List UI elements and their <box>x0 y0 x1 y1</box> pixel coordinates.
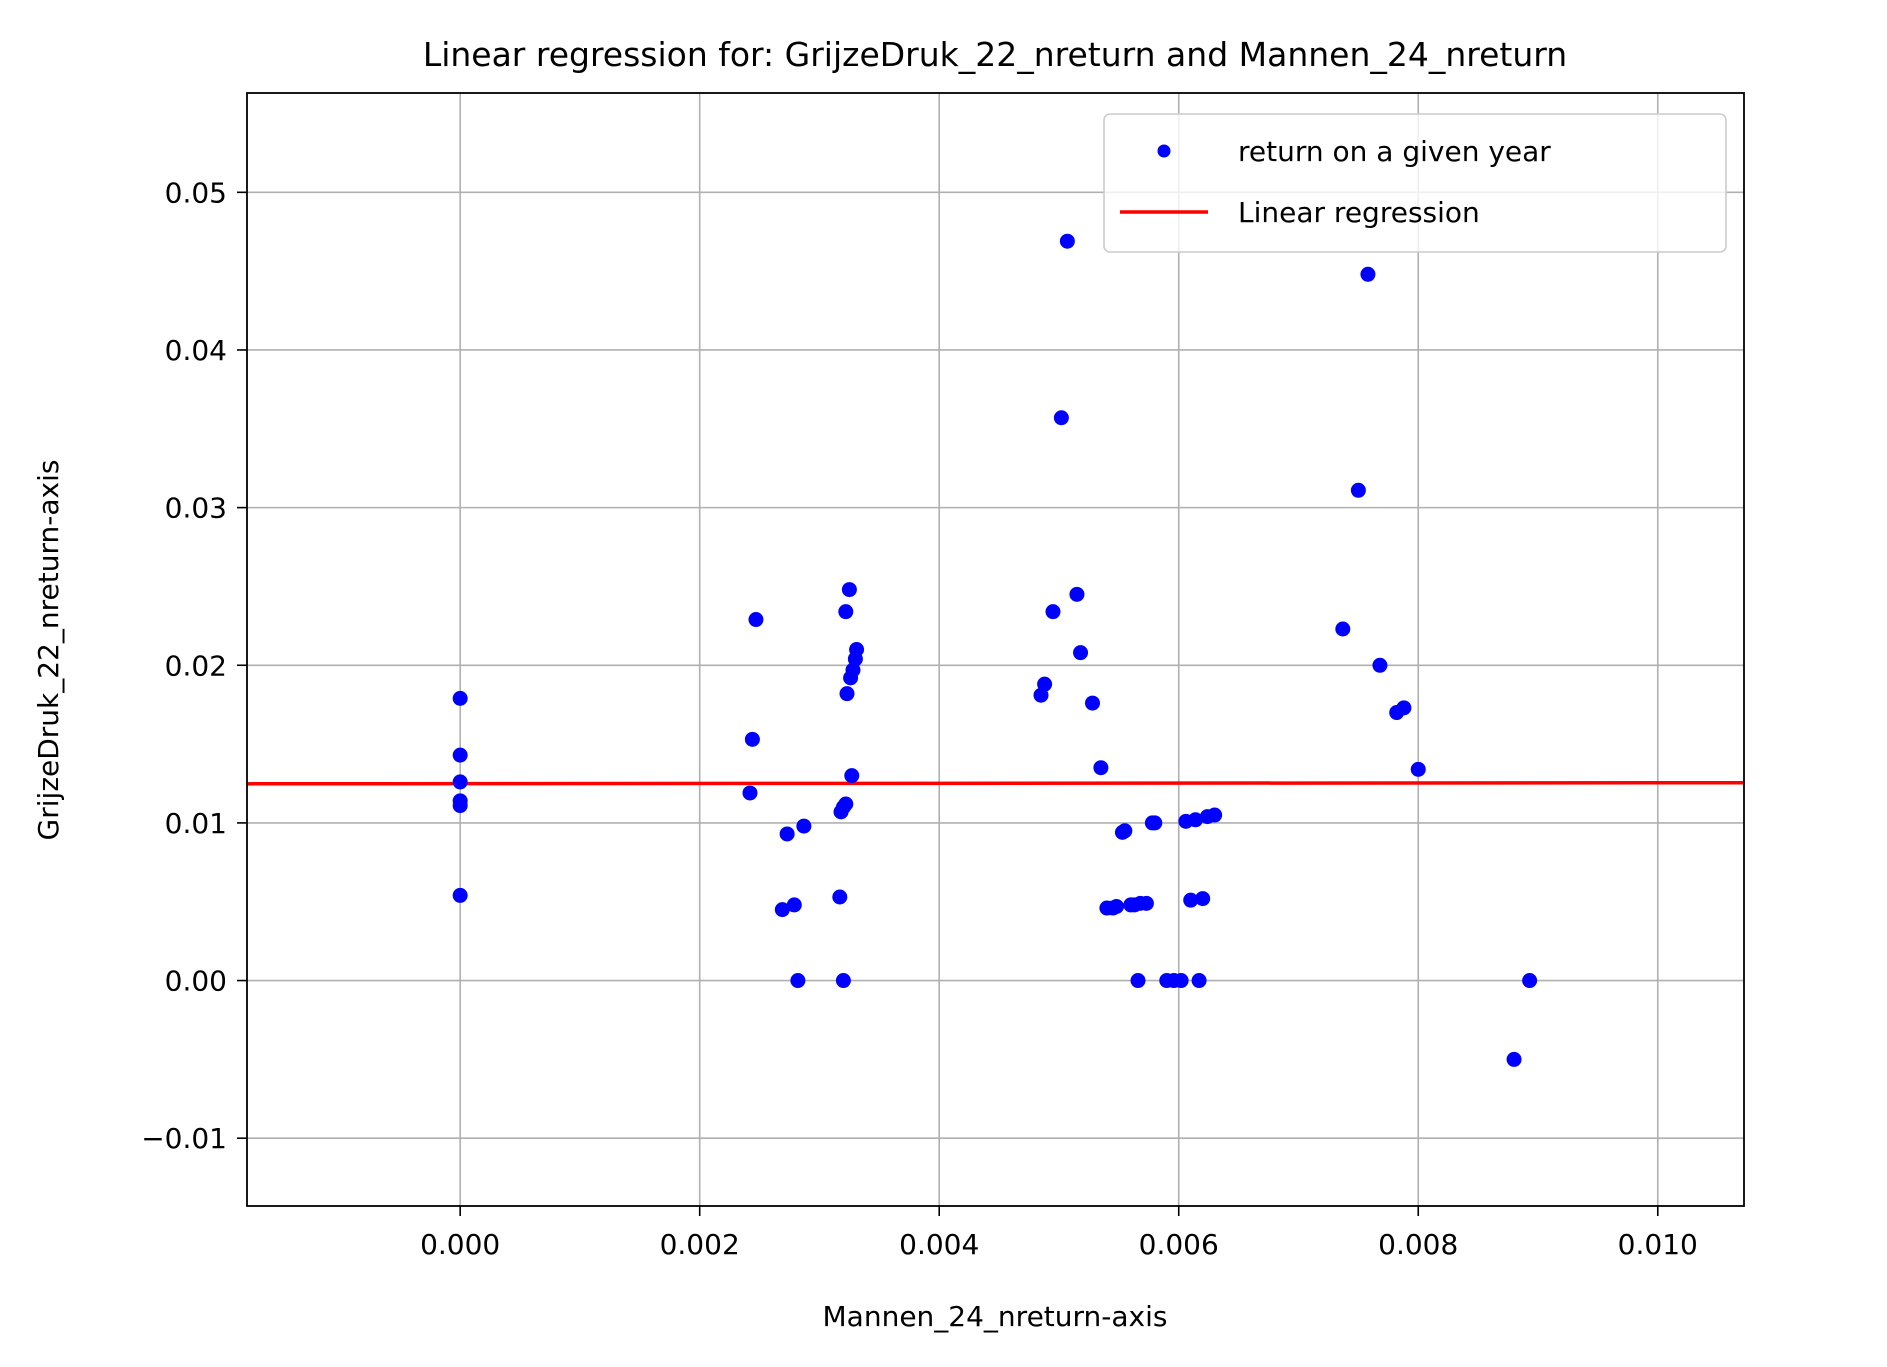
data-point <box>1396 700 1412 716</box>
grid <box>247 93 1744 1206</box>
data-point <box>1372 657 1388 673</box>
data-point <box>849 642 865 657</box>
data-point <box>1138 895 1154 911</box>
legend-label-points: return on a given year <box>1238 135 1551 168</box>
data-point <box>1335 621 1351 637</box>
plot-frame <box>246 92 1745 1207</box>
data-point <box>786 897 802 913</box>
data-point <box>1506 1051 1522 1067</box>
data-point <box>1187 812 1203 828</box>
x-tick-label: 0.006 <box>1139 1228 1219 1261</box>
y-tick-label: −0.01 <box>141 1122 227 1155</box>
data-point <box>1037 676 1053 692</box>
legend-marker-points <box>1157 144 1171 158</box>
data-point <box>1093 760 1109 776</box>
data-point <box>1207 807 1223 823</box>
regression-line <box>246 780 1745 786</box>
data-point <box>796 818 812 834</box>
data-point <box>1147 815 1163 831</box>
x-tick-label: 0.002 <box>660 1228 740 1261</box>
data-point <box>774 902 790 918</box>
data-point <box>790 973 806 989</box>
data-point <box>1130 973 1146 989</box>
data-point <box>452 690 468 706</box>
data-point <box>1069 586 1085 602</box>
y-axis-label: GrijzeDruk_22_nreturn-axis <box>32 460 65 841</box>
legend-label-regression: Linear regression <box>1238 196 1480 229</box>
data-point <box>1085 695 1101 711</box>
data-point <box>844 768 860 784</box>
x-axis-ticks: 0.000 0.002 0.004 0.006 0.008 0.010 <box>420 1206 1698 1261</box>
data-point <box>452 798 468 814</box>
data-point <box>1045 604 1061 620</box>
data-point <box>1108 898 1124 914</box>
data-point <box>1522 973 1538 989</box>
regression-layer <box>246 780 1745 786</box>
data-point <box>1350 482 1366 498</box>
data-point <box>452 774 468 790</box>
legend-box <box>1103 113 1727 253</box>
data-point <box>1183 892 1199 908</box>
data-point <box>838 604 854 620</box>
data-point <box>748 612 764 628</box>
data-point <box>838 796 854 812</box>
data-point <box>1053 410 1069 426</box>
data-point <box>832 889 848 905</box>
y-tick-label: 0.05 <box>165 176 227 209</box>
y-tick-label: 0.04 <box>165 334 227 367</box>
points-layer <box>452 233 1538 1067</box>
x-tick-label: 0.004 <box>899 1228 979 1261</box>
data-point <box>1173 973 1189 989</box>
data-point <box>841 582 857 598</box>
x-tick-label: 0.010 <box>1618 1228 1698 1261</box>
x-tick-label: 0.000 <box>420 1228 500 1261</box>
chart-title: Linear regression for: GrijzeDruk_22_nre… <box>423 35 1567 74</box>
y-axis-ticks: −0.01 0.00 0.01 0.02 0.03 0.04 0.05 <box>141 176 247 1155</box>
data-point <box>742 785 758 801</box>
data-point <box>839 686 855 702</box>
data-point <box>1195 891 1211 907</box>
y-tick-label: 0.00 <box>165 965 227 998</box>
y-tick-label: 0.02 <box>165 649 227 682</box>
data-point <box>452 747 468 763</box>
y-tick-label: 0.01 <box>165 807 227 840</box>
data-point <box>835 973 851 989</box>
x-tick-label: 0.008 <box>1378 1228 1458 1261</box>
data-point <box>744 731 760 747</box>
data-point <box>452 887 468 903</box>
data-point <box>1117 823 1133 839</box>
data-point <box>779 826 795 842</box>
data-point <box>1410 761 1426 777</box>
legend: return on a given year Linear regression <box>1103 113 1727 253</box>
data-point <box>1191 973 1207 989</box>
data-point <box>1073 645 1089 661</box>
data-point <box>1360 266 1376 282</box>
y-tick-label: 0.03 <box>165 492 227 525</box>
data-point <box>1059 233 1075 249</box>
x-axis-label: Mannen_24_nreturn-axis <box>823 1300 1168 1333</box>
